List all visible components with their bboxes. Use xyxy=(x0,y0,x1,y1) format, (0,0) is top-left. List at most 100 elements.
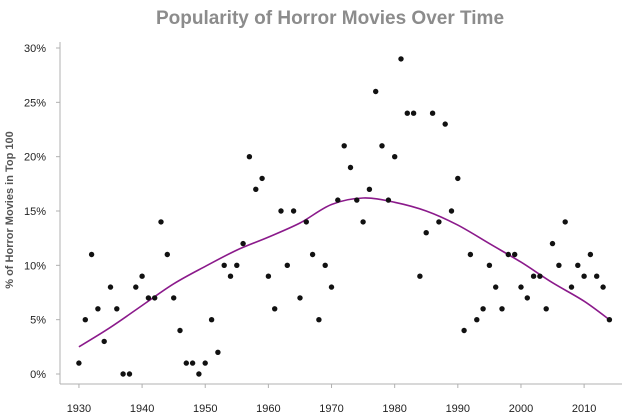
data-point xyxy=(253,186,259,192)
data-point xyxy=(107,284,114,290)
x-tick-label: 1940 xyxy=(130,403,154,415)
x-tick-label: 1980 xyxy=(382,403,406,415)
x-tick-label: 2000 xyxy=(509,403,533,415)
data-point xyxy=(145,295,152,301)
data-point xyxy=(423,230,429,236)
data-point xyxy=(114,306,120,312)
data-point xyxy=(215,349,221,355)
data-point xyxy=(499,306,505,312)
data-point xyxy=(543,306,549,312)
x-tick-label: 1950 xyxy=(193,403,217,415)
data-point xyxy=(486,262,493,268)
data-point xyxy=(328,284,335,290)
data-point xyxy=(410,110,417,116)
x-tick-label: 1970 xyxy=(319,403,343,415)
data-point xyxy=(95,306,101,312)
data-point xyxy=(512,251,518,258)
x-ticks: 1930 1940 1950 1960 1970 1980 1990 2000 2010 xyxy=(67,384,596,415)
data-point xyxy=(177,327,183,334)
trend-line xyxy=(78,197,610,348)
data-point xyxy=(278,208,284,214)
data-point xyxy=(530,273,537,279)
data-point xyxy=(221,262,227,268)
data-point xyxy=(493,284,499,290)
data-point xyxy=(366,186,373,192)
data-point xyxy=(347,164,354,171)
data-point xyxy=(322,262,328,268)
data-point xyxy=(240,240,246,247)
y-tick-label: 5% xyxy=(30,315,46,327)
y-tick-label: 0% xyxy=(30,369,46,381)
data-point xyxy=(429,110,436,116)
data-point xyxy=(594,273,600,279)
data-point xyxy=(556,262,562,268)
data-point xyxy=(505,251,511,258)
data-point xyxy=(246,154,253,160)
data-point xyxy=(290,208,297,214)
data-point xyxy=(284,262,290,268)
data-point xyxy=(208,317,215,323)
y-tick-label: 15% xyxy=(24,206,46,218)
data-point xyxy=(385,197,392,203)
data-point xyxy=(379,143,385,149)
x-tick-label: 1960 xyxy=(256,403,280,415)
data-point xyxy=(398,56,404,62)
data-point xyxy=(442,121,448,127)
data-point xyxy=(354,197,360,203)
chart-title: Popularity of Horror Movies Over Time xyxy=(156,8,504,29)
data-point xyxy=(76,360,82,366)
data-point xyxy=(183,360,189,366)
data-point xyxy=(234,262,240,268)
data-point xyxy=(373,88,379,95)
data-point xyxy=(360,219,366,225)
data-point xyxy=(189,360,196,366)
data-point xyxy=(581,273,587,279)
data-point xyxy=(518,284,524,290)
x-tick-label: 1930 xyxy=(67,403,91,415)
data-point xyxy=(587,251,594,258)
data-point xyxy=(341,143,347,149)
data-point xyxy=(417,273,423,279)
data-point xyxy=(202,360,208,366)
axes xyxy=(59,42,622,385)
data-point xyxy=(524,295,530,301)
data-point xyxy=(448,208,455,214)
data-point xyxy=(259,175,265,182)
data-point xyxy=(335,197,341,203)
y-tick-label: 20% xyxy=(24,152,46,164)
data-point xyxy=(404,110,410,116)
data-point xyxy=(158,219,164,225)
data-point xyxy=(455,175,461,182)
data-point xyxy=(88,251,95,258)
data-point xyxy=(164,251,170,258)
data-point xyxy=(568,284,575,290)
data-point xyxy=(436,219,442,225)
data-point xyxy=(133,284,139,290)
data-point xyxy=(196,371,202,377)
data-point xyxy=(461,327,467,334)
y-tick-label: 10% xyxy=(24,260,46,272)
y-axis-label: % of Horror Movies in Top 100 xyxy=(4,131,16,289)
data-point xyxy=(467,251,474,258)
data-point xyxy=(480,306,486,312)
data-point xyxy=(606,317,613,323)
trend-layer xyxy=(78,197,610,348)
data-point xyxy=(139,273,145,279)
data-point xyxy=(82,317,89,323)
data-point xyxy=(171,295,177,301)
data-point xyxy=(309,251,316,258)
data-point xyxy=(474,317,480,323)
data-point xyxy=(600,284,606,290)
points-layer xyxy=(76,56,613,377)
y-ticks: 0% 5% 10% 15% 20% 25% 30% xyxy=(24,43,60,381)
data-point xyxy=(575,262,581,268)
data-point xyxy=(272,306,278,312)
data-point xyxy=(392,154,398,160)
data-point xyxy=(303,219,309,225)
data-point xyxy=(152,295,158,301)
data-point xyxy=(297,295,303,301)
y-tick-label: 30% xyxy=(24,43,46,55)
y-tick-label: 25% xyxy=(24,97,46,109)
data-point xyxy=(227,273,234,279)
x-tick-label: 2010 xyxy=(572,403,596,415)
